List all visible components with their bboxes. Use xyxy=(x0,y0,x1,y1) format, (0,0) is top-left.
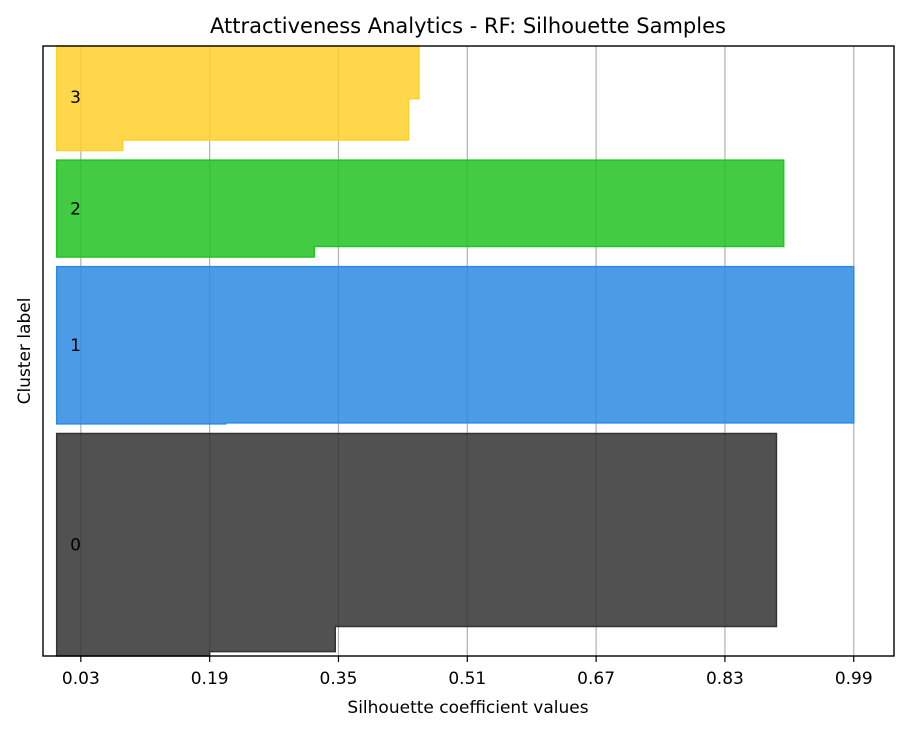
y-tick-label-cluster-1: 1 xyxy=(70,336,81,356)
cluster-2-silhouette xyxy=(55,159,785,258)
y-tick-label-cluster-0: 0 xyxy=(70,536,81,556)
cluster-0-silhouette xyxy=(55,432,778,657)
x-tick-label: 0.99 xyxy=(835,669,873,689)
cluster-3-area xyxy=(55,45,420,152)
x-tick-label: 0.19 xyxy=(191,669,229,689)
x-tick-label: 0.83 xyxy=(706,669,744,689)
x-axis-label: Silhouette coefficient values xyxy=(347,698,588,718)
y-axis-label: Cluster label xyxy=(15,298,35,405)
y-axis: 0 1 2 3 xyxy=(70,88,81,556)
x-axis: 0.03 0.19 0.35 0.51 0.67 0.83 0.99 xyxy=(62,656,873,689)
y-tick-label-cluster-2: 2 xyxy=(70,200,81,220)
cluster-0-area xyxy=(55,432,778,657)
cluster-1-area xyxy=(55,265,855,425)
chart-title: Attractiveness Analytics - RF: Silhouett… xyxy=(210,14,726,38)
x-tick-label: 0.35 xyxy=(320,669,358,689)
cluster-3-silhouette xyxy=(55,45,420,152)
x-tick-label: 0.51 xyxy=(448,669,486,689)
cluster-1-silhouette xyxy=(55,265,855,425)
y-tick-label-cluster-3: 3 xyxy=(70,88,81,108)
cluster-2-area xyxy=(55,159,785,258)
x-tick-label: 0.03 xyxy=(62,669,100,689)
plot-frame xyxy=(42,45,895,657)
x-tick-label: 0.67 xyxy=(577,669,615,689)
cluster-layer xyxy=(55,45,855,657)
